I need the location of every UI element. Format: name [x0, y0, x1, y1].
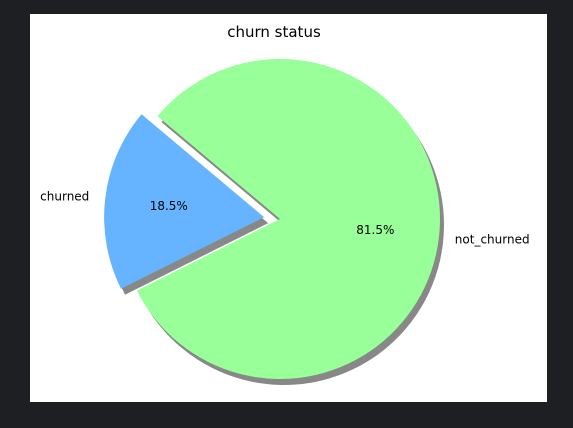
slice-not-churned — [136, 58, 440, 379]
slice-churned — [104, 114, 265, 289]
slice-pct-label-churned: 18.5% — [150, 199, 188, 213]
slice-category-label-churned: churned — [40, 190, 89, 204]
pie-chart: churn status 18.5% churned 81.5% not_churne… — [40, 23, 530, 386]
chart-figure: churn status 18.5% churned 81.5% not_churne… — [30, 14, 547, 402]
slices — [104, 58, 440, 379]
slice-labels: 18.5% churned 81.5% not_churned — [40, 190, 529, 247]
chart-title: churn status — [227, 23, 321, 41]
slice-pct-label-not-churned: 81.5% — [356, 223, 394, 237]
slice-category-label-not-churned: not_churned — [455, 233, 530, 247]
